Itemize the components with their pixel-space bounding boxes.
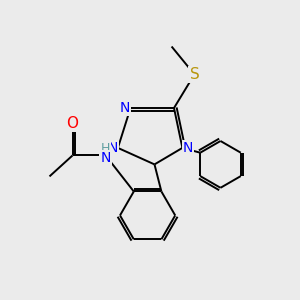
Text: N: N (183, 141, 193, 155)
Text: S: S (190, 67, 199, 82)
Text: O: O (67, 116, 79, 131)
Text: N: N (120, 101, 130, 115)
Text: N: N (100, 151, 111, 165)
Text: H: H (101, 142, 110, 155)
Text: N: N (107, 141, 118, 155)
